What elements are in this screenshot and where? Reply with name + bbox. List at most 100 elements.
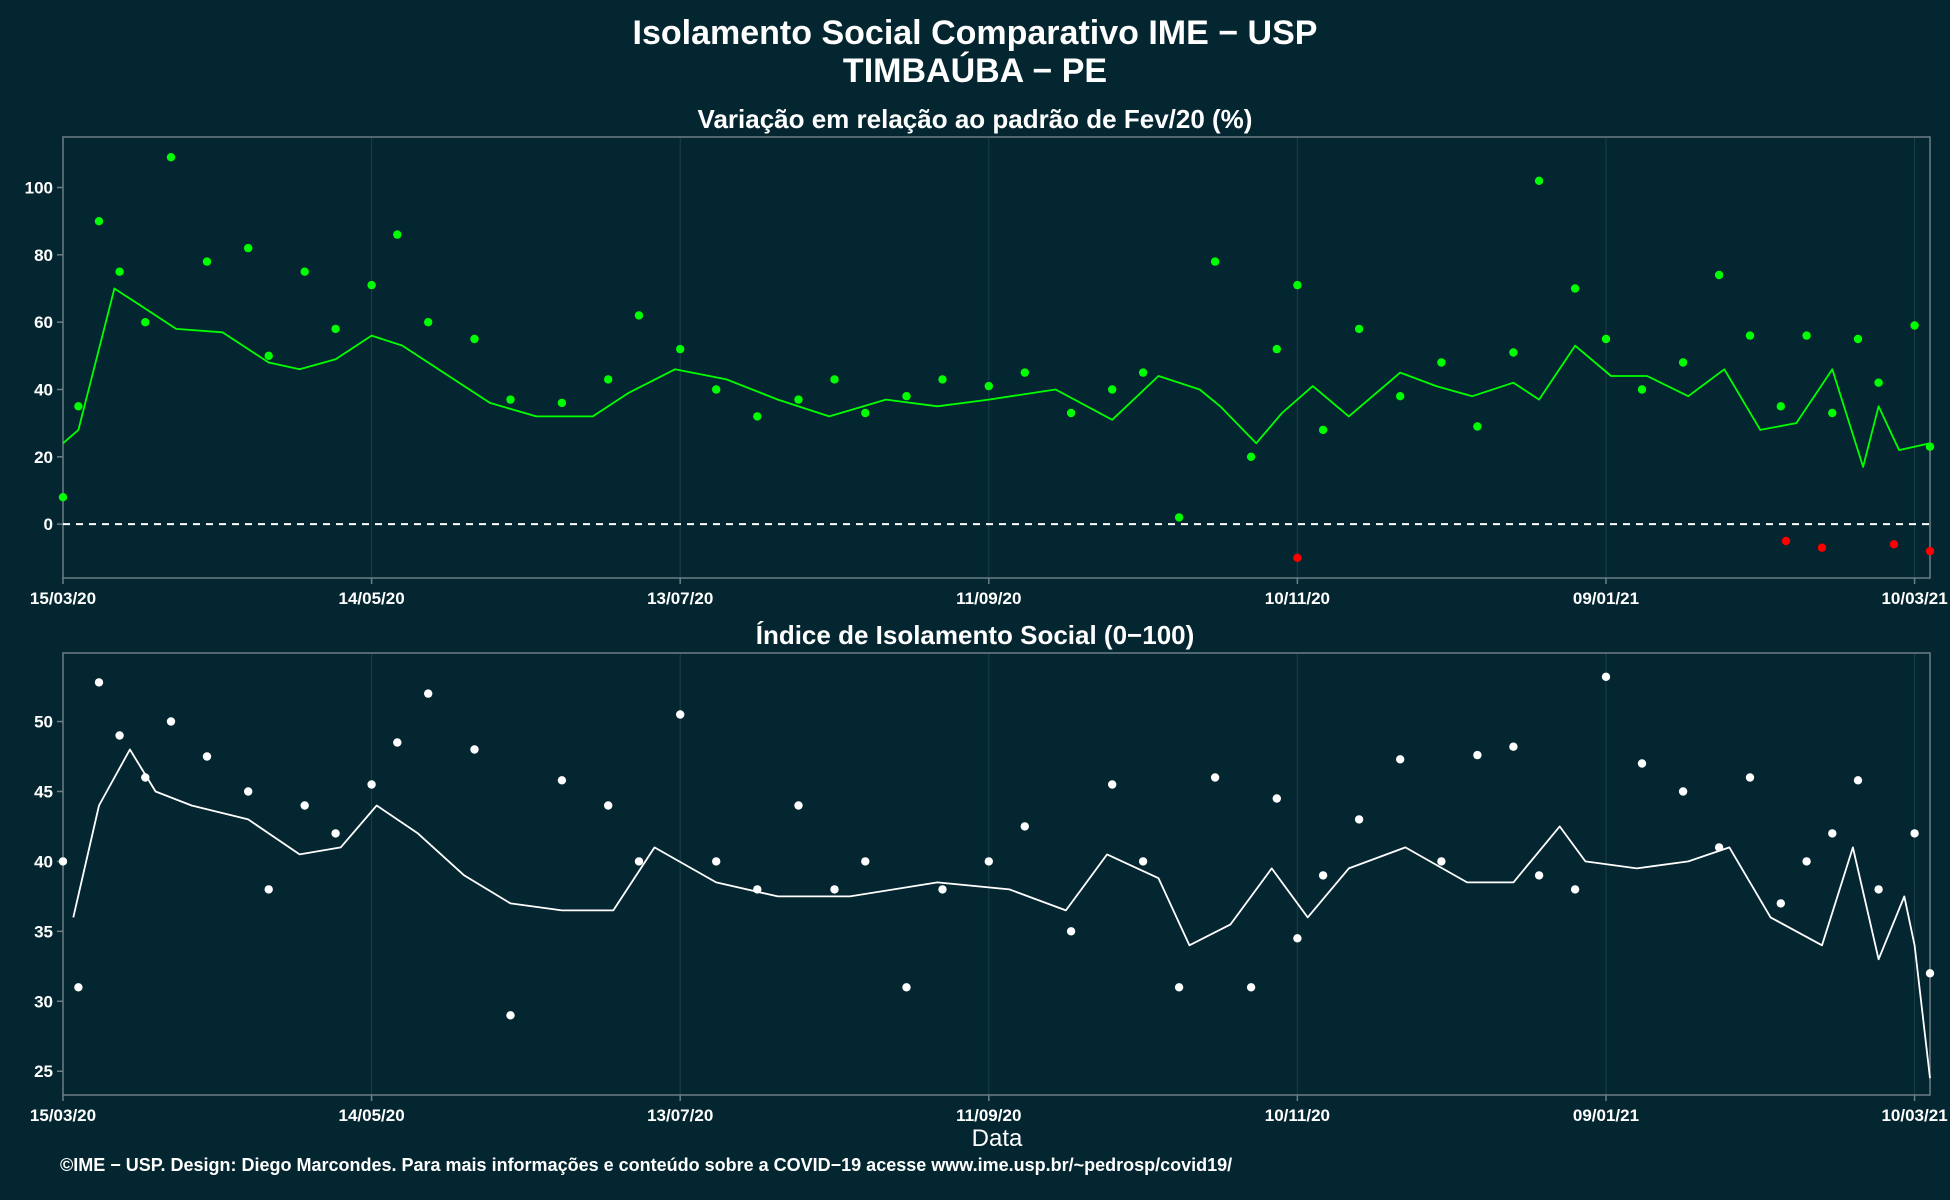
y-tick-label: 45: [34, 782, 53, 801]
x-tick-label: 10/11/20: [1265, 1106, 1330, 1125]
data-point: [557, 398, 567, 408]
data-point: [264, 885, 273, 894]
x-tick-label: 09/01/21: [1573, 589, 1639, 608]
data-point: [1534, 176, 1544, 185]
data-point: [1714, 270, 1724, 280]
data-point: [938, 885, 947, 894]
data-point: [202, 257, 212, 266]
y-tick-label: 25: [34, 1062, 53, 1081]
data-point: [300, 801, 309, 810]
data-point: [424, 318, 433, 327]
x-tick-label: 14/05/20: [339, 1106, 405, 1125]
data-point: [794, 801, 803, 810]
y-tick-label: 30: [34, 992, 53, 1011]
data-point: [984, 381, 993, 391]
data-point: [367, 280, 376, 290]
data-point: [393, 230, 402, 239]
data-point: [94, 678, 104, 687]
negative-point: [1293, 553, 1302, 562]
x-tick-label: 13/07/20: [647, 1106, 713, 1125]
data-point: [634, 857, 644, 866]
data-point: [470, 334, 479, 344]
data-point: [1293, 280, 1302, 290]
data-point: [830, 885, 839, 894]
data-point: [115, 731, 124, 740]
data-point: [115, 267, 124, 276]
data-point: [753, 412, 762, 421]
data-point: [300, 267, 309, 276]
data-point: [604, 801, 613, 810]
data-point: [331, 324, 340, 334]
data-point: [244, 243, 253, 253]
data-point: [1020, 368, 1029, 377]
data-point: [1637, 759, 1647, 768]
data-point: [1318, 871, 1328, 880]
y-tick-label: 100: [25, 178, 53, 197]
data-point: [202, 752, 212, 761]
data-point: [166, 717, 176, 726]
y-tick-label: 0: [44, 515, 53, 534]
data-point: [244, 787, 253, 796]
data-point: [58, 857, 68, 866]
data-point: [1874, 885, 1883, 894]
data-point: [861, 408, 870, 418]
data-point: [1637, 385, 1647, 394]
data-point: [557, 776, 567, 785]
data-point: [1437, 358, 1446, 367]
x-tick-label: 10/03/21: [1881, 589, 1947, 608]
data-point: [1678, 358, 1688, 367]
data-point: [1509, 742, 1518, 751]
data-point: [1601, 334, 1611, 344]
data-point: [1570, 284, 1580, 293]
panel-frame: [62, 136, 1931, 579]
x-tick-label: 10/11/20: [1265, 589, 1330, 608]
data-point: [1174, 513, 1184, 522]
y-tick-label: 60: [34, 313, 53, 332]
data-point: [1802, 857, 1811, 866]
x-tick-label: 13/07/20: [647, 589, 713, 608]
data-point: [676, 710, 685, 719]
data-point: [1745, 331, 1755, 340]
data-point: [676, 344, 685, 354]
data-point: [712, 857, 721, 866]
y-tick-label: 35: [34, 922, 53, 941]
data-point: [1437, 857, 1446, 866]
data-point: [1853, 334, 1863, 344]
data-point: [1745, 773, 1755, 782]
data-point: [1776, 402, 1786, 411]
x-tick-label: 11/09/20: [956, 1106, 1021, 1125]
data-point: [1272, 794, 1282, 803]
x-tick-label: 11/09/20: [956, 589, 1021, 608]
data-point: [1874, 378, 1883, 387]
x-tick-label: 09/01/21: [1573, 1106, 1639, 1125]
data-point: [58, 493, 68, 502]
data-point: [1910, 321, 1919, 330]
negative-point: [1925, 546, 1935, 556]
figure-location: TIMBAÚBA − PE: [842, 52, 1108, 90]
x-tick-label: 14/05/20: [339, 589, 405, 608]
data-point: [367, 780, 376, 789]
data-point: [902, 983, 911, 992]
data-point: [424, 689, 433, 698]
data-point: [1246, 983, 1256, 992]
moving-average-line: [72, 748, 1931, 1079]
data-point: [264, 351, 273, 360]
x-tick-label: 10/03/21: [1881, 1106, 1947, 1125]
data-point: [1138, 857, 1148, 866]
data-point: [1108, 780, 1117, 789]
data-point: [74, 983, 83, 992]
y-tick-label: 80: [34, 246, 53, 265]
data-point: [938, 375, 947, 384]
data-point: [1910, 829, 1919, 838]
negative-point: [1889, 540, 1899, 549]
data-point: [1925, 969, 1935, 978]
data-point: [1802, 331, 1811, 340]
bottom-panel: 25 30 35 40 45 50 15/03/20 14/05/20 13/07/20 11/0…: [30, 652, 1948, 1125]
data-point: [794, 395, 803, 404]
figure-title: Isolamento Social Comparativo IME − USP: [632, 14, 1318, 52]
x-tick-label: 15/03/20: [30, 1106, 96, 1125]
y-tick-label: 40: [34, 852, 53, 871]
data-point: [634, 311, 644, 320]
data-point: [861, 857, 870, 866]
